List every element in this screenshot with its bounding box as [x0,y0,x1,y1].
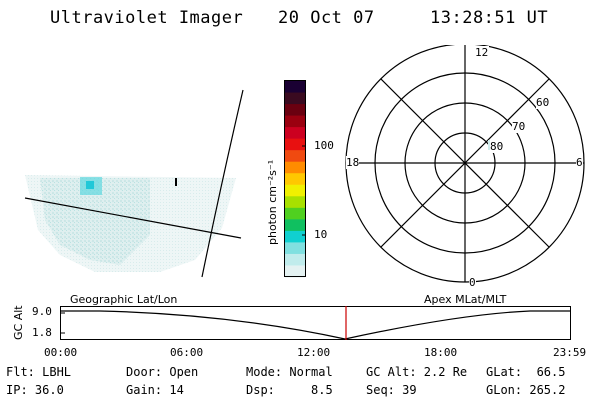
timeline-xtick-1: 06:00 [170,346,204,359]
polar-plot [345,45,585,283]
glon-value: GLon: 265.2 [486,383,566,397]
timeline-xtick-3: 18:00 [424,346,458,359]
lat-line [24,197,242,239]
colorbar-band [285,115,305,128]
colorbar-band [285,219,305,232]
timeline-xtick-0: 00:00 [44,346,78,359]
colorbar-tick-10: 10 [314,228,328,241]
mlt-label-6: 6 [576,156,583,169]
gain-value: Gain: 14 [126,383,184,397]
timeline-xtick-4: 23:59 [553,346,587,359]
timeline-ytick-min: 1.8 [32,326,52,339]
colorbar-band [285,92,305,105]
filter-value: Flt: LBHL [6,365,72,379]
timeline-plot [60,306,571,340]
colorbar-band [285,150,305,163]
altitude-curve [61,310,570,340]
colorbar-band [285,104,305,117]
instrument-title: Ultraviolet Imager [50,8,244,28]
time-label: 13:28:51 UT [430,8,549,28]
colorbar-unit-label: photon cm⁻²s⁻¹ [266,159,279,245]
colorbar-tick-100: 100 [314,139,334,152]
tick-mark [175,178,177,186]
colorbar-band [285,127,305,140]
colorbar-band [285,184,305,197]
colorbar-band [285,207,305,220]
door-value: Door: Open [126,365,199,379]
lat-label-60: 60 [536,96,550,109]
mlt-label-18: 18 [346,156,360,169]
mlt-label-12: 12 [474,46,490,59]
timeline-ytick-max: 9.0 [32,305,52,318]
colorbar-band [285,253,305,266]
colorbar-band [285,242,305,255]
colorbar-band [285,196,305,209]
colorbar-band [285,138,305,151]
ip-value: IP: 36.0 [6,383,64,397]
glat-value: GLat: 66.5 [486,365,566,379]
image-swath-bright [40,178,150,265]
emission-hotspot-core [86,181,94,189]
lon-line [201,89,244,278]
lat-label-70: 70 [512,120,526,133]
dsp-value: Dsp: 8.5 [246,383,333,397]
colorbar-band [285,173,305,186]
colorbar [284,80,306,278]
geographic-image-panel [24,89,244,278]
mlt-label-0: 0 [469,276,476,289]
timeline-xtick-2: 12:00 [297,346,331,359]
colorbar-band [285,230,305,243]
colorbar-band [285,265,305,278]
seq-value: Seq: 39 [366,383,417,397]
gc-alt-value: GC Alt: 2.2 Re [366,365,468,379]
colorbar-band [285,161,305,174]
geo-caption: Geographic Lat/Lon [70,293,178,306]
apex-caption: Apex MLat/MLT [424,293,507,306]
polar-diag-2 [380,78,550,248]
colorbar-band [285,81,305,94]
date-label: 20 Oct 07 [278,8,375,28]
lat-label-80: 80 [490,140,504,153]
timeline-axis-label: GC Alt [12,305,25,340]
mode-value: Mode: Normal [246,365,333,379]
